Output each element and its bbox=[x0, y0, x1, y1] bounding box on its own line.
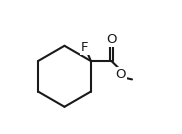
Text: F: F bbox=[81, 41, 89, 54]
Text: O: O bbox=[106, 33, 117, 46]
Text: O: O bbox=[115, 68, 126, 81]
